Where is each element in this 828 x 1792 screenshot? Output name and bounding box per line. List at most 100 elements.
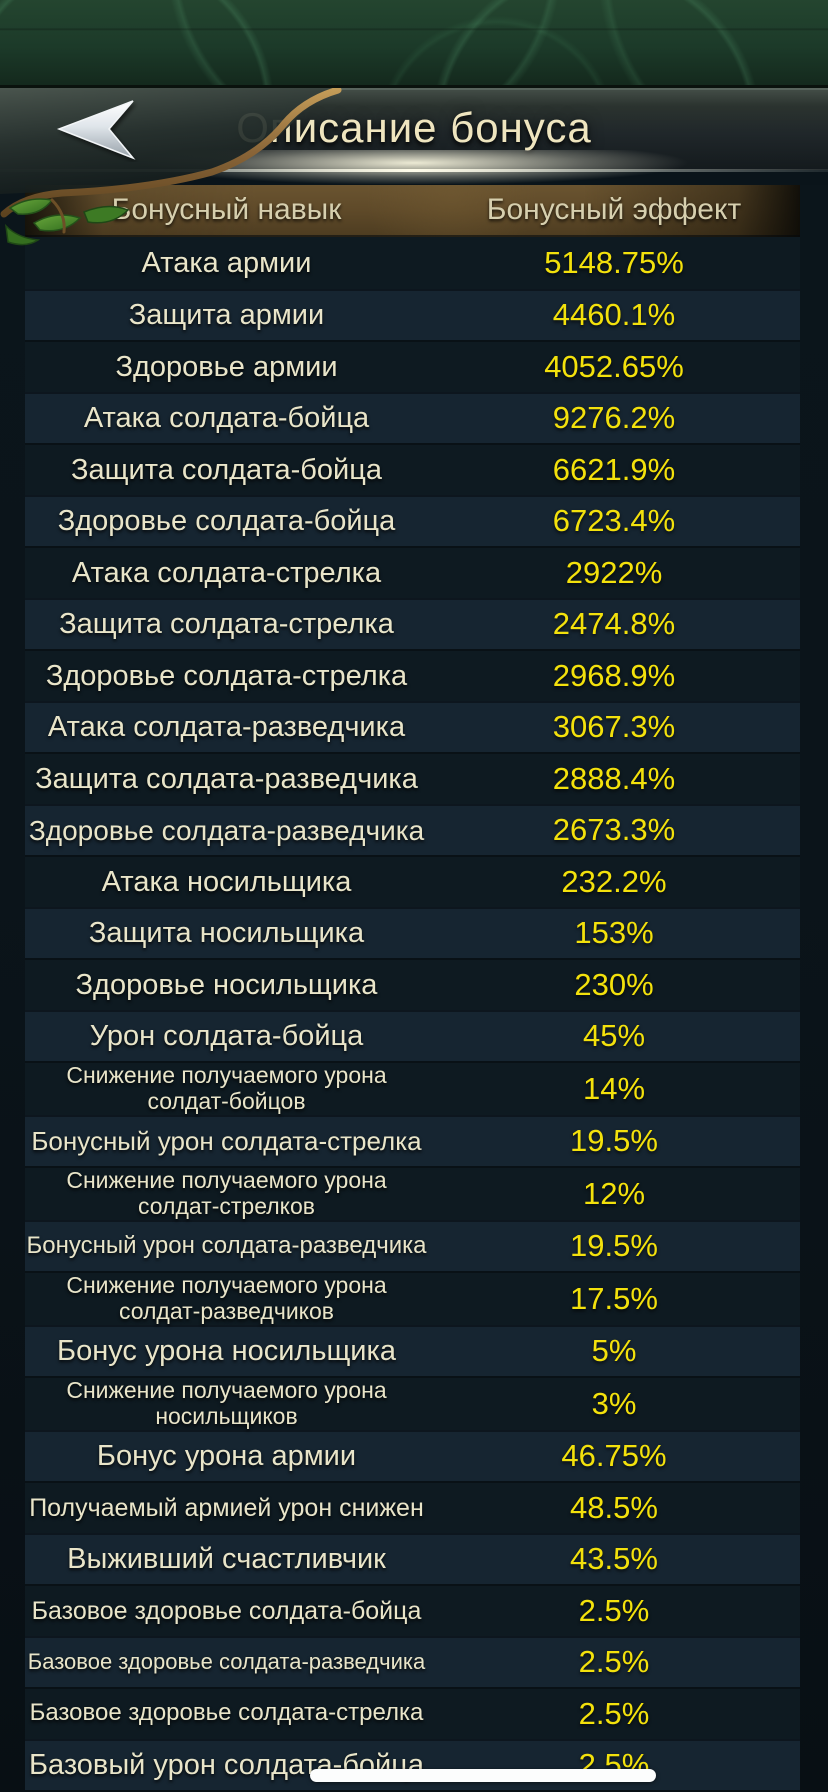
- table-row: Атака армии 5148.75%: [25, 237, 800, 289]
- skill-name: Здоровье солдата-разведчика: [28, 814, 425, 846]
- skill-name: Базовое здоровье солдата-разведчика: [27, 1648, 426, 1674]
- table-row: Базовый урон солдата-бойца 2.5%: [25, 1738, 800, 1790]
- effect-value: 2673.3%: [552, 812, 676, 848]
- table-row: Базовое здоровье солдата-бойца 2.5%: [25, 1584, 800, 1636]
- table-row: Защита носильщика 153%: [25, 906, 800, 958]
- skill-name: Бонус урона армии: [96, 1440, 357, 1473]
- back-button[interactable]: [40, 98, 150, 162]
- status-bar-background: [0, 0, 828, 88]
- table-row: Бонусный урон солдата-разведчика 19.5%: [25, 1219, 800, 1271]
- effect-value: 153%: [574, 915, 654, 951]
- table-row: Бонусный урон солдата-стрелка 19.5%: [25, 1114, 800, 1166]
- table-row: Получаемый армией урон снижен 48.5%: [25, 1481, 800, 1533]
- effect-value: 2.5%: [578, 1695, 650, 1731]
- skill-name: Защита солдата-стрелка: [59, 608, 394, 641]
- skill-name: Здоровье армии: [115, 350, 338, 383]
- table-row: Защита солдата-стрелка 2474.8%: [25, 597, 800, 649]
- back-arrow-icon: [56, 100, 136, 160]
- table-row: Атака солдата-бойца 9276.2%: [25, 391, 800, 443]
- effect-value: 46.75%: [561, 1438, 667, 1474]
- skill-name: Защита армии: [128, 299, 325, 332]
- home-indicator[interactable]: [310, 1769, 656, 1782]
- skill-name: Получаемый армией урон снижен: [29, 1493, 424, 1522]
- effect-value: 19.5%: [570, 1228, 658, 1264]
- effect-value: 2888.4%: [552, 760, 676, 796]
- table-row: Защита солдата-разведчика 2888.4%: [25, 752, 800, 804]
- skill-name: Бонус урона носильщика: [57, 1335, 396, 1368]
- table-row: Снижение получаемого урона солдат-бойцов…: [25, 1061, 800, 1115]
- effect-value: 4052.65%: [544, 348, 684, 384]
- table-row: Здоровье солдата-разведчика 2673.3%: [25, 803, 800, 855]
- skill-name: Атака солдата-бойца: [83, 402, 370, 435]
- effect-value: 5%: [591, 1333, 637, 1369]
- effect-value: 4460.1%: [552, 297, 676, 333]
- table-row: Снижение получаемого урона носильщиков 3…: [25, 1376, 800, 1430]
- skill-name: Здоровье солдата-стрелка: [45, 659, 408, 692]
- table-row: Снижение получаемого урона солдат-стрелк…: [25, 1166, 800, 1220]
- skill-name: Базовое здоровье солдата-бойца: [31, 1596, 422, 1625]
- skill-name: Защита носильщика: [88, 917, 365, 950]
- effect-value: 48.5%: [570, 1489, 658, 1525]
- table-row: Атака солдата-стрелка 2922%: [25, 546, 800, 598]
- effect-value: 2.5%: [578, 1644, 650, 1680]
- effect-value: 232.2%: [561, 863, 667, 899]
- table-row: Здоровье носильщика 230%: [25, 958, 800, 1010]
- table-row: Здоровье солдата-стрелка 2968.9%: [25, 649, 800, 701]
- skill-name: Снижение получаемого урона солдат-развед…: [66, 1272, 387, 1324]
- effect-value: 14%: [582, 1070, 646, 1106]
- table-row: Здоровье солдата-бойца 6723.4%: [25, 494, 800, 546]
- effect-value: 3067.3%: [552, 709, 676, 745]
- effect-value: 43.5%: [570, 1541, 658, 1577]
- skill-name: Атака носильщика: [101, 865, 352, 898]
- table-row: Атака носильщика 232.2%: [25, 855, 800, 907]
- effect-value: 5148.75%: [544, 244, 684, 280]
- skill-name: Снижение получаемого урона солдат-бойцов: [66, 1062, 387, 1114]
- effect-value: 17.5%: [570, 1280, 658, 1316]
- title-bar-bottom-line: [0, 169, 828, 172]
- table-row: Выживший счастливчик 43.5%: [25, 1532, 800, 1584]
- skill-name: Базовый урон солдата-бойца: [28, 1749, 424, 1782]
- effect-value: 9276.2%: [552, 400, 676, 436]
- column-header-skill: Бонусный навык: [111, 193, 342, 226]
- skill-name: Защита солдата-разведчика: [35, 762, 418, 795]
- effect-value: 19.5%: [570, 1123, 658, 1159]
- skill-name: Здоровье носильщика: [75, 968, 378, 1001]
- effect-value: 6621.9%: [552, 451, 676, 487]
- column-header-effect: Бонусный эффект: [486, 193, 742, 226]
- skill-name: Урон солдата-бойца: [89, 1020, 364, 1053]
- table-row: Защита армии 4460.1%: [25, 288, 800, 340]
- skill-name: Снижение получаемого урона носильщиков: [66, 1377, 387, 1429]
- table-header-row: Бонусный навык Бонусный эффект: [25, 185, 800, 237]
- skill-name: Защита солдата-бойца: [71, 453, 382, 486]
- effect-value: 12%: [582, 1175, 646, 1211]
- skill-name: Базовое здоровье солдата-стрелка: [29, 1699, 424, 1727]
- effect-value: 2922%: [565, 554, 663, 590]
- effect-value: 2.5%: [578, 1592, 650, 1628]
- skill-name: Здоровье солдата-бойца: [57, 505, 396, 538]
- table-row: Атака солдата-разведчика 3067.3%: [25, 700, 800, 752]
- table-row: Урон солдата-бойца 45%: [25, 1009, 800, 1061]
- table-body: Атака армии 5148.75% Защита армии 4460.1…: [25, 237, 800, 1790]
- skill-name: Атака солдата-разведчика: [47, 711, 406, 744]
- effect-value: 45%: [582, 1018, 646, 1054]
- skill-name: Бонусный урон солдата-стрелка: [31, 1125, 422, 1156]
- effect-value: 2474.8%: [552, 606, 676, 642]
- title-bar: Описание бонуса: [0, 88, 828, 246]
- skill-name: Атака армии: [141, 246, 312, 279]
- skill-name: Снижение получаемого урона солдат-стрелк…: [66, 1167, 387, 1219]
- effect-value: 2968.9%: [552, 657, 676, 693]
- skill-name: Атака солдата-стрелка: [71, 556, 382, 589]
- table-row: Базовое здоровье солдата-разведчика 2.5%: [25, 1635, 800, 1687]
- table-row: Базовое здоровье солдата-стрелка 2.5%: [25, 1687, 800, 1739]
- table-row: Снижение получаемого урона солдат-развед…: [25, 1271, 800, 1325]
- effect-value: 6723.4%: [552, 503, 676, 539]
- effect-value: 3%: [591, 1385, 637, 1421]
- table-row: Бонус урона носильщика 5%: [25, 1324, 800, 1376]
- table-row: Бонус урона армии 46.75%: [25, 1429, 800, 1481]
- effect-value: 230%: [574, 966, 654, 1002]
- skill-name: Выживший счастливчик: [67, 1543, 386, 1576]
- skill-name: Бонусный урон солдата-разведчика: [26, 1231, 427, 1259]
- bonus-table: Бонусный навык Бонусный эффект Атака арм…: [0, 185, 828, 1792]
- table-row: Защита солдата-бойца 6621.9%: [25, 443, 800, 495]
